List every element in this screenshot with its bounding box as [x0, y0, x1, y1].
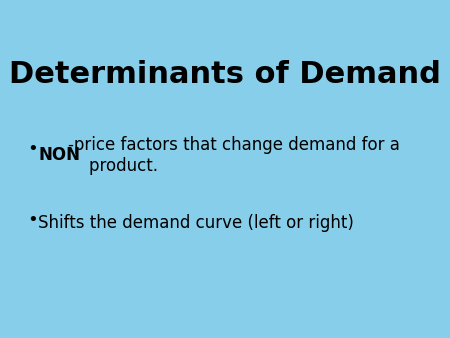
Text: •: •: [27, 140, 38, 158]
Text: NON: NON: [38, 146, 80, 165]
Text: Shifts the demand curve (left or right): Shifts the demand curve (left or right): [38, 214, 354, 232]
Text: •: •: [27, 211, 38, 229]
Text: -price factors that change demand for a
    product.: -price factors that change demand for a …: [68, 136, 400, 175]
Text: Determinants of Demand: Determinants of Demand: [9, 60, 441, 89]
